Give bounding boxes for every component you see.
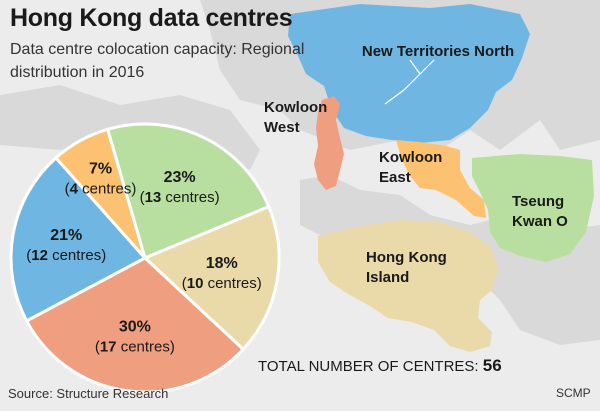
chart-subtitle: Data centre colocation capacity: Regiona… [10, 41, 305, 81]
pie-slice-percent-label: 23% [164, 169, 196, 186]
map-region-label: Kowloon [264, 99, 327, 116]
pie-slice [142, 204, 281, 352]
region-new-territories-north [288, 4, 530, 143]
pie-slice [105, 122, 271, 261]
pie-slice-percent-label: 30% [119, 318, 151, 335]
pie-slice-count-label: (12 centres) [26, 247, 106, 264]
region-tseung-kwan-o [472, 154, 594, 262]
region-kowloon-west [314, 96, 344, 190]
source-note: Source: Structure Research [8, 386, 169, 401]
pie-slice-percent-label: 7% [89, 160, 112, 177]
map-region-label: East [379, 169, 411, 186]
pie-slice-count-label: (17 centres) [95, 338, 175, 355]
pie-slice-count-label: (10 centres) [182, 275, 262, 292]
map-region-label: Tseung [512, 193, 564, 210]
pie-slice-percent-label: 18% [206, 255, 238, 272]
total-centres: TOTAL NUMBER OF CENTRES: 56 [258, 356, 502, 376]
map-region-label: New Territories North [362, 43, 514, 60]
credit-note: SCMP [556, 386, 591, 400]
map-road [384, 59, 435, 105]
pie-slice [9, 155, 148, 323]
region-kowloon-east [396, 140, 486, 218]
pie-slice-percent-label: 21% [50, 227, 82, 244]
map-region-label: West [264, 119, 300, 136]
map-region-label: Hong Kong [366, 249, 447, 266]
pie-slice-count-label: (4 centres) [65, 180, 137, 197]
total-value: 56 [482, 356, 502, 375]
total-label: TOTAL NUMBER OF CENTRES: [258, 358, 479, 375]
map-region-label: Island [366, 269, 409, 286]
map-region-label: Kowloon [379, 149, 442, 166]
pie-slice [24, 256, 246, 394]
pie-slice-count-label: (13 centres) [140, 189, 220, 206]
chart-title: Hong Kong data centres [10, 4, 293, 32]
region-hong-kong-island [318, 220, 498, 352]
map-region-label: Kwan O [512, 213, 568, 230]
